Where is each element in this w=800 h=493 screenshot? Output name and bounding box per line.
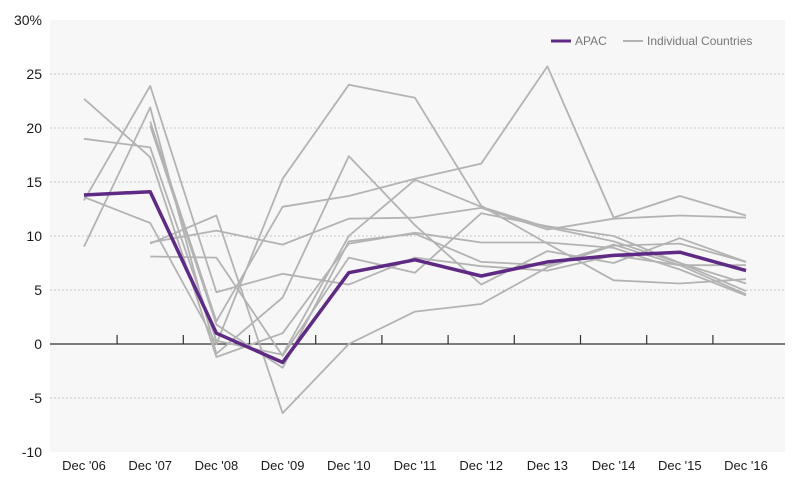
legend: APAC Individual Countries bbox=[551, 34, 752, 48]
x-tick-label: Dec '08 bbox=[195, 458, 239, 473]
country-series-line bbox=[83, 85, 746, 294]
country-series-line bbox=[149, 65, 747, 323]
x-tick-label: Dec '10 bbox=[327, 458, 371, 473]
y-tick-label: -10 bbox=[22, 444, 42, 460]
country-series-line bbox=[150, 212, 747, 357]
country-series-line bbox=[83, 83, 747, 345]
y-tick-label: 20 bbox=[26, 120, 42, 136]
y-tick-label: 10 bbox=[26, 228, 42, 244]
y-tick-label: 30% bbox=[14, 12, 42, 28]
x-tick-label: Dec 13 bbox=[527, 458, 568, 473]
x-tick-label: Dec '12 bbox=[459, 458, 503, 473]
x-tick-label: Dec '09 bbox=[261, 458, 305, 473]
apac-series-line bbox=[83, 189, 747, 365]
country-series-line bbox=[150, 207, 747, 246]
y-tick-label: 5 bbox=[34, 282, 42, 298]
legend-label-countries: Individual Countries bbox=[647, 34, 752, 48]
x-tick-label: Dec '15 bbox=[658, 458, 702, 473]
y-axis: 30% 25 20 15 10 5 0 -5 -10 bbox=[14, 12, 42, 460]
y-tick-label: 15 bbox=[26, 174, 42, 190]
y-tick-label: -5 bbox=[30, 390, 43, 406]
x-tick-label: Dec '07 bbox=[128, 458, 172, 473]
x-tick-label: Dec '11 bbox=[394, 458, 437, 473]
country-series-line bbox=[83, 137, 747, 356]
x-tick-label: Dec '14 bbox=[592, 458, 636, 473]
legend-label-apac: APAC bbox=[575, 34, 607, 48]
country-series-line bbox=[149, 214, 747, 414]
y-tick-label: 25 bbox=[26, 66, 42, 82]
x-axis: Dec '06 Dec '07 Dec '08 Dec '09 Dec '10 Dec '… bbox=[50, 335, 785, 473]
x-tick-label: Dec '16 bbox=[724, 458, 768, 473]
y-tick-label: 0 bbox=[34, 336, 42, 352]
x-tick-label: Dec '06 bbox=[62, 458, 106, 473]
gridlines bbox=[50, 73, 785, 399]
apac-series-group bbox=[83, 189, 747, 365]
